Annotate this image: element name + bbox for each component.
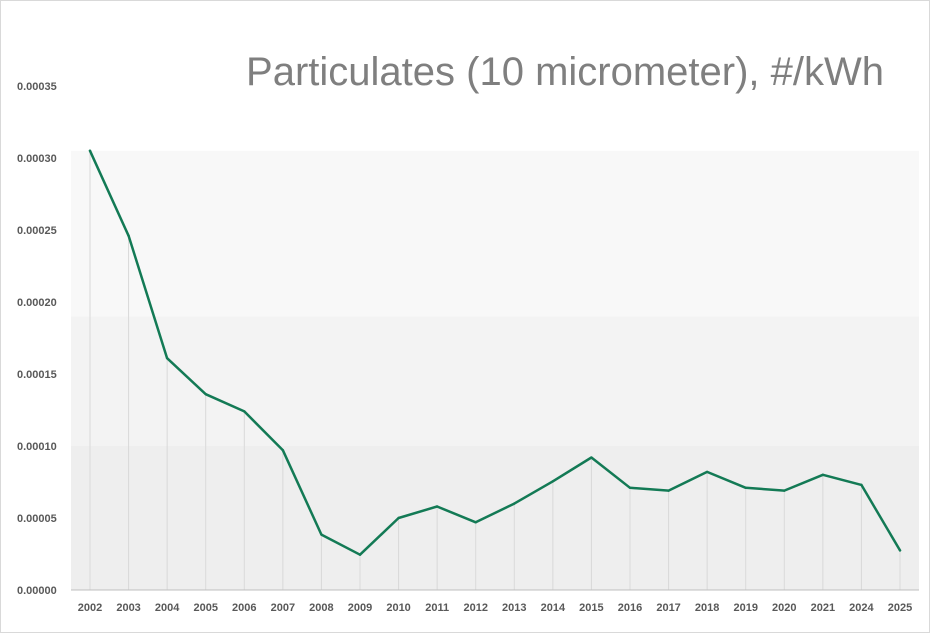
x-tick-label: 2012 — [463, 602, 487, 614]
x-tick-label: 2005 — [193, 602, 217, 614]
y-tick-label: 0.00005 — [17, 513, 57, 525]
x-tick-label: 2025 — [888, 602, 912, 614]
x-tick-label: 2024 — [849, 602, 874, 614]
y-tick-label: 0.00015 — [17, 369, 57, 381]
data-point — [667, 489, 670, 492]
band-dark — [71, 446, 919, 590]
data-point — [204, 392, 207, 396]
y-tick-label: 0.00000 — [17, 585, 57, 597]
x-axis-ticks: 2002 2003 2004 2005 2006 2007 2008 2009 2010 2011… — [78, 602, 912, 614]
x-tick-label: 2003 — [116, 602, 140, 614]
data-point — [358, 553, 362, 556]
data-point — [243, 410, 246, 413]
chart-title: Particulates (10 micrometer), #/kWh — [246, 50, 884, 94]
y-tick-label: 0.00035 — [17, 81, 57, 93]
x-tick-label: 2018 — [695, 602, 719, 614]
data-point — [281, 449, 285, 452]
data-point — [474, 521, 477, 524]
data-point — [628, 486, 632, 489]
series-line — [88, 149, 902, 556]
x-tick-label: 2021 — [811, 602, 835, 614]
x-tick-label: 2017 — [656, 602, 680, 614]
x-tick-label: 2006 — [232, 602, 256, 614]
data-point — [165, 356, 169, 360]
data-point — [127, 234, 130, 237]
x-tick-label: 2019 — [733, 602, 757, 614]
data-point — [590, 456, 593, 459]
x-tick-label: 2013 — [502, 602, 526, 614]
x-tick-label: 2015 — [579, 602, 603, 614]
x-tick-label: 2016 — [618, 602, 642, 614]
data-point — [744, 486, 747, 489]
x-tick-label: 2008 — [309, 602, 333, 614]
y-tick-label: 0.00030 — [17, 153, 57, 165]
data-point — [821, 473, 825, 476]
data-point — [320, 533, 323, 536]
data-point — [860, 483, 863, 487]
band-mid — [71, 316, 919, 446]
data-point — [397, 516, 400, 520]
background-bands — [71, 150, 919, 590]
x-tick-label: 2011 — [425, 602, 449, 614]
y-tick-label: 0.00020 — [17, 297, 57, 309]
x-tick-label: 2004 — [155, 602, 180, 614]
data-point — [783, 489, 786, 492]
x-tick-label: 2002 — [78, 602, 102, 614]
data-point — [435, 505, 439, 508]
data-point — [898, 549, 902, 552]
data-point — [88, 149, 92, 152]
data-point — [705, 470, 709, 474]
series-layer — [88, 149, 902, 556]
y-tick-label: 0.00025 — [17, 225, 57, 237]
x-tick-label: 2020 — [772, 602, 796, 614]
y-tick-label: 0.00010 — [17, 441, 57, 453]
band-light — [71, 150, 919, 317]
data-point — [551, 480, 555, 483]
x-tick-label: 2010 — [386, 602, 410, 614]
x-tick-label: 2009 — [348, 602, 372, 614]
x-tick-label: 2007 — [271, 602, 295, 614]
y-axis-ticks: 0.00000 0.00005 0.00010 0.00015 0.00020 0.000… — [17, 81, 57, 597]
data-point — [513, 502, 516, 505]
drop-lines — [89, 150, 901, 590]
x-tick-label: 2014 — [541, 602, 566, 614]
